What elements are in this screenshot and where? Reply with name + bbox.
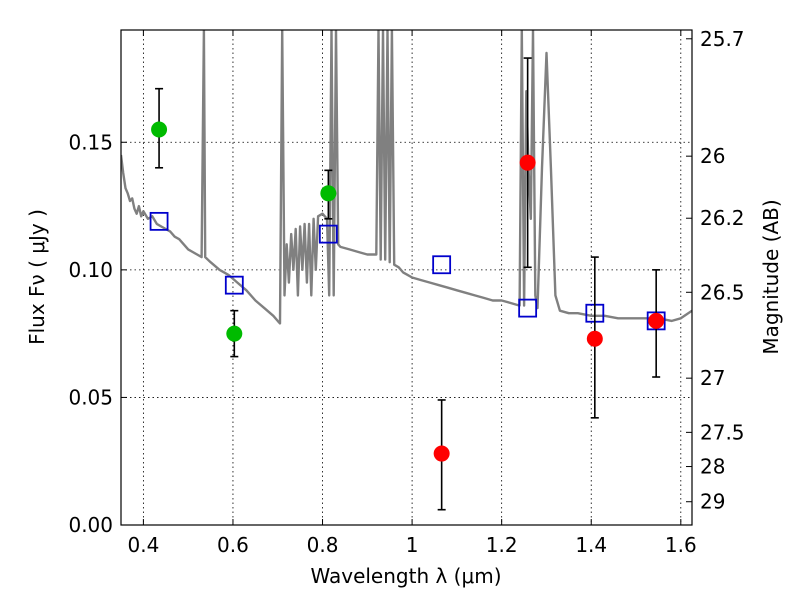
- y-tick-label-2: 0.10: [68, 258, 113, 282]
- y-tick-label-3: 0.15: [68, 130, 113, 154]
- data-layer: [121, 30, 692, 511]
- mag-tick-label-6: 28: [700, 455, 725, 479]
- x-tick-label-0: 0.4: [127, 533, 159, 557]
- x-tick-label-6: 1.6: [665, 533, 697, 557]
- green-point-2: [320, 185, 337, 202]
- mag-tick-label-0: 25.7: [700, 27, 745, 51]
- plot-background: [121, 30, 692, 525]
- red-point-1: [519, 154, 536, 171]
- model-square-2: [318, 224, 338, 244]
- x-tick-label-5: 1.4: [575, 533, 607, 557]
- mag-tick-label-5: 27.5: [700, 420, 745, 444]
- model-square-4: [518, 298, 538, 318]
- green-point-1: [226, 325, 243, 342]
- mag-tick-label-4: 27: [700, 366, 725, 390]
- y2-axis-label: Magnitude (AB): [759, 199, 783, 354]
- y-tick-label-1: 0.05: [68, 385, 113, 409]
- red-point-2: [586, 330, 603, 347]
- y-tick-label-0: 0.00: [68, 513, 113, 537]
- red-point-0: [433, 445, 450, 462]
- x-tick-label-1: 0.6: [217, 533, 249, 557]
- x-tick-label-4: 1.2: [486, 533, 518, 557]
- x-axis-label: Wavelength λ (μm): [310, 564, 501, 588]
- plot-frame: [120, 29, 693, 526]
- model-square-3: [432, 255, 452, 275]
- mag-tick-label-3: 26.5: [700, 280, 745, 304]
- mag-tick-label-7: 29: [700, 490, 725, 514]
- ticks: 0.4 0.6 0.8 1 1.2 1.4 1.6 0.00 0.05 0.10 0.15 25.7 2…: [68, 27, 744, 557]
- model-square-1: [224, 275, 244, 295]
- y-axis-label: Flux Fν ( μJy ): [25, 209, 49, 345]
- red-point-3: [648, 312, 665, 329]
- x-tick-label-2: 0.8: [307, 533, 339, 557]
- mag-tick-label-1: 26: [700, 144, 725, 168]
- mag-tick-label-2: 26.2: [700, 206, 745, 230]
- x-tick-label-3: 1: [406, 533, 419, 557]
- green-point-0: [151, 121, 168, 138]
- model-square-0: [149, 211, 169, 231]
